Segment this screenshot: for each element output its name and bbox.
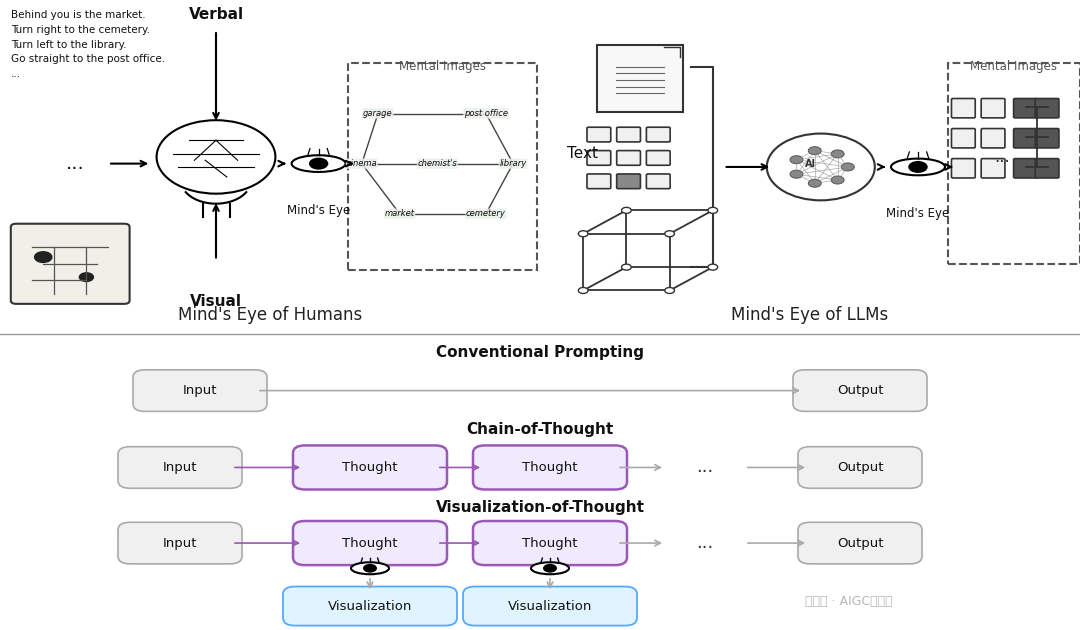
Circle shape <box>309 158 328 169</box>
Text: Input: Input <box>183 384 217 397</box>
Text: Output: Output <box>837 384 883 397</box>
FancyBboxPatch shape <box>646 127 670 142</box>
FancyBboxPatch shape <box>118 522 242 564</box>
FancyBboxPatch shape <box>1013 159 1038 178</box>
Text: 公众号 · AIGC最前线: 公众号 · AIGC最前线 <box>805 595 893 608</box>
Text: Conventional Prompting: Conventional Prompting <box>436 345 644 360</box>
Ellipse shape <box>891 159 945 175</box>
FancyBboxPatch shape <box>951 159 975 178</box>
Circle shape <box>665 287 674 294</box>
Circle shape <box>789 170 802 178</box>
FancyBboxPatch shape <box>473 521 627 565</box>
FancyBboxPatch shape <box>11 224 130 304</box>
FancyBboxPatch shape <box>982 129 1005 148</box>
Text: Thought: Thought <box>523 461 578 474</box>
Circle shape <box>363 564 377 573</box>
Circle shape <box>832 150 845 158</box>
Circle shape <box>80 273 94 282</box>
FancyBboxPatch shape <box>588 174 611 188</box>
FancyBboxPatch shape <box>293 445 447 490</box>
Circle shape <box>579 287 589 294</box>
Circle shape <box>841 163 854 171</box>
FancyBboxPatch shape <box>473 445 627 490</box>
Circle shape <box>708 264 717 270</box>
Text: Mind's Eye: Mind's Eye <box>887 207 949 220</box>
FancyBboxPatch shape <box>646 151 670 165</box>
Text: chemist's: chemist's <box>418 159 457 168</box>
Text: AI: AI <box>805 159 815 169</box>
Text: Visualization: Visualization <box>328 600 413 612</box>
Text: ...: ... <box>697 534 714 552</box>
Circle shape <box>832 176 845 184</box>
Text: Chain-of-Thought: Chain-of-Thought <box>467 422 613 437</box>
FancyBboxPatch shape <box>617 174 640 188</box>
FancyBboxPatch shape <box>588 151 611 165</box>
Text: market: market <box>384 209 415 218</box>
FancyBboxPatch shape <box>133 370 267 411</box>
Text: cemetery: cemetery <box>467 209 505 218</box>
Text: Mind's Eye of Humans: Mind's Eye of Humans <box>178 306 362 324</box>
Text: Mind's Eye of LLMs: Mind's Eye of LLMs <box>731 306 889 324</box>
FancyBboxPatch shape <box>293 521 447 565</box>
Circle shape <box>622 207 631 214</box>
FancyBboxPatch shape <box>951 98 975 118</box>
Text: Thought: Thought <box>342 461 397 474</box>
FancyBboxPatch shape <box>951 129 975 148</box>
FancyBboxPatch shape <box>283 587 457 626</box>
Circle shape <box>708 207 717 214</box>
FancyBboxPatch shape <box>1013 98 1038 118</box>
Circle shape <box>35 252 52 263</box>
Text: Input: Input <box>163 537 198 549</box>
Text: post office: post office <box>464 109 508 118</box>
Circle shape <box>579 231 589 237</box>
Text: Thought: Thought <box>342 537 397 549</box>
Text: Mind's Eye: Mind's Eye <box>287 203 350 217</box>
FancyBboxPatch shape <box>1013 129 1038 148</box>
Circle shape <box>622 264 631 270</box>
FancyBboxPatch shape <box>793 370 927 411</box>
FancyBboxPatch shape <box>463 587 637 626</box>
Text: library: library <box>499 159 527 168</box>
Text: Output: Output <box>837 461 883 474</box>
Text: Visual: Visual <box>190 294 242 309</box>
Text: Visualization: Visualization <box>508 600 592 612</box>
FancyBboxPatch shape <box>118 447 242 488</box>
Text: Verbal: Verbal <box>188 7 244 21</box>
Circle shape <box>789 156 802 164</box>
Text: ...: ... <box>994 148 1010 166</box>
Text: Visualization-of-Thought: Visualization-of-Thought <box>435 500 645 515</box>
FancyBboxPatch shape <box>798 447 922 488</box>
Text: Input: Input <box>163 461 198 474</box>
Circle shape <box>543 564 557 573</box>
Text: Output: Output <box>837 537 883 549</box>
Text: Thought: Thought <box>523 537 578 549</box>
FancyBboxPatch shape <box>798 522 922 564</box>
Ellipse shape <box>531 563 569 575</box>
FancyBboxPatch shape <box>982 159 1005 178</box>
Circle shape <box>808 179 821 187</box>
Text: ...: ... <box>66 154 85 173</box>
Text: Text: Text <box>567 146 598 161</box>
FancyBboxPatch shape <box>982 98 1005 118</box>
FancyBboxPatch shape <box>646 174 670 188</box>
Text: garage: garage <box>363 109 393 118</box>
FancyBboxPatch shape <box>597 45 684 112</box>
Text: cinema: cinema <box>347 159 377 168</box>
FancyBboxPatch shape <box>588 127 611 142</box>
Circle shape <box>908 161 928 173</box>
FancyBboxPatch shape <box>1035 98 1058 118</box>
FancyBboxPatch shape <box>617 127 640 142</box>
Ellipse shape <box>292 155 346 172</box>
FancyBboxPatch shape <box>1035 129 1058 148</box>
Circle shape <box>665 231 674 237</box>
Text: Mental Images: Mental Images <box>970 60 1057 73</box>
Text: Mental Images: Mental Images <box>400 60 486 73</box>
Circle shape <box>808 147 821 155</box>
FancyBboxPatch shape <box>1035 159 1058 178</box>
Text: ...: ... <box>697 459 714 476</box>
Ellipse shape <box>351 563 389 575</box>
FancyBboxPatch shape <box>617 151 640 165</box>
Text: Behind you is the market.
Turn right to the cemetery.
Turn left to the library.
: Behind you is the market. Turn right to … <box>11 10 165 79</box>
